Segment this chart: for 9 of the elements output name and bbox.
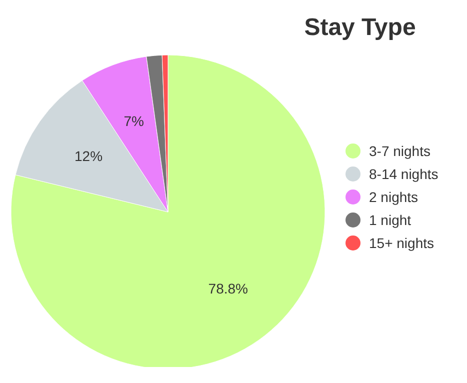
data-label: 7% [124, 112, 144, 129]
legend-label: 8-14 nights [369, 166, 438, 182]
legend-label: 3-7 nights [369, 142, 430, 158]
data-label: 78.8% [208, 280, 248, 297]
legend-label: 1 night [369, 212, 412, 228]
legend-label: 2 nights [369, 188, 418, 204]
legend-label: 15+ nights [369, 234, 434, 250]
data-label: 12% [74, 148, 103, 164]
chart-title: Stay Type [303, 14, 417, 42]
